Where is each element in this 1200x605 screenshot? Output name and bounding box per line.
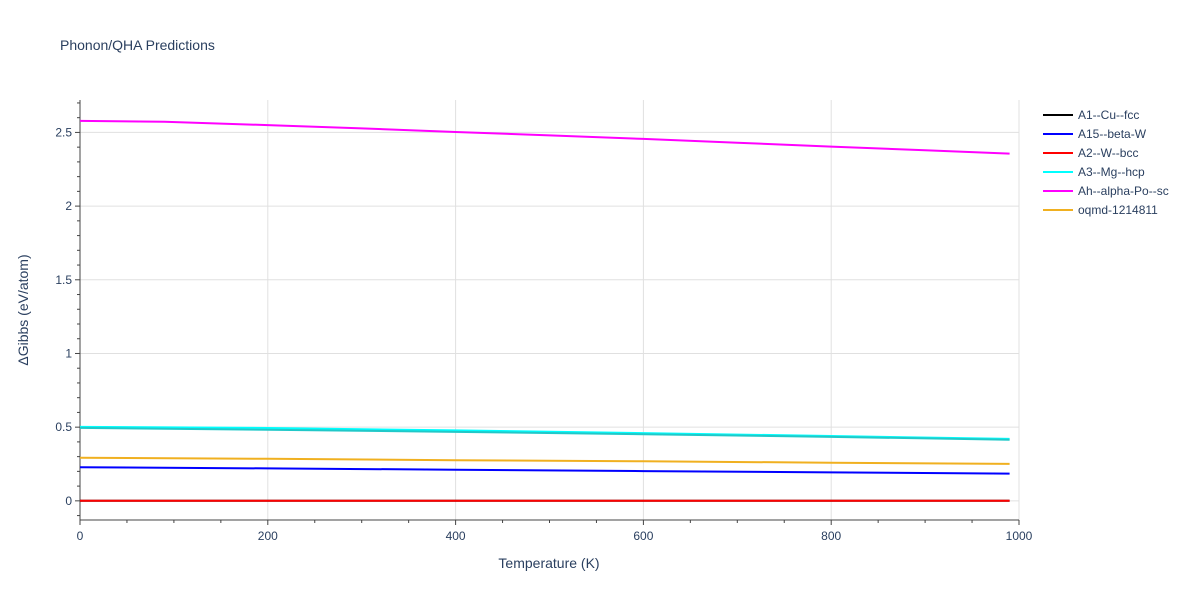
series-layer (79, 119, 1010, 502)
legend-label: A15--beta-W (1078, 127, 1147, 141)
x-axis-title: Temperature (K) (498, 555, 599, 571)
y-tick-label: 2.5 (55, 125, 72, 139)
x-tick-label: 200 (258, 529, 278, 543)
grid-layer (80, 100, 1020, 520)
y-tick-label: 0.5 (55, 420, 72, 434)
series-line-unlabeled-6[interactable] (79, 426, 1010, 441)
y-tick-label: 2 (65, 199, 72, 213)
legend-item[interactable]: oqmd-1214811 (1043, 203, 1158, 217)
x-tick-label: 600 (633, 529, 653, 543)
y-tick-label: 0 (65, 494, 72, 508)
legend-item[interactable]: Ah--alpha-Po--sc (1043, 184, 1169, 198)
x-tick-label: 1000 (1006, 529, 1033, 543)
legend-label: oqmd-1214811 (1078, 203, 1158, 217)
chart-title: Phonon/QHA Predictions (60, 37, 215, 53)
y-tick-label: 1 (65, 346, 72, 360)
legend-label: A2--W--bcc (1078, 146, 1138, 160)
series-line-oqmd-1214811[interactable] (79, 456, 1010, 465)
legend-item[interactable]: A15--beta-W (1043, 127, 1147, 141)
legend-label: Ah--alpha-Po--sc (1078, 184, 1169, 198)
legend-item[interactable]: A2--W--bcc (1043, 146, 1138, 160)
legend[interactable]: A1--Cu--fcc A15--beta-W A2--W--bcc A3--Mg--… (1043, 108, 1169, 217)
series-line-a15-beta-w[interactable] (79, 466, 1010, 475)
x-tick-label: 0 (77, 529, 84, 543)
legend-item[interactable]: A3--Mg--hcp (1043, 165, 1145, 179)
legend-label: A1--Cu--fcc (1078, 108, 1139, 122)
y-axis-title: ΔGibbs (eV/atom) (15, 254, 31, 365)
y-tick-label: 1.5 (55, 273, 72, 287)
legend-label: A3--Mg--hcp (1078, 165, 1145, 179)
x-tick-label: 400 (446, 529, 466, 543)
x-tick-label: 800 (821, 529, 841, 543)
series-line-ah-alpha-po-sc[interactable] (79, 119, 1010, 155)
axes-layer: 0 200 400 600 800 1000 0 0.5 1 1.5 2 2.5 (55, 100, 1033, 543)
legend-item[interactable]: A1--Cu--fcc (1043, 108, 1139, 122)
